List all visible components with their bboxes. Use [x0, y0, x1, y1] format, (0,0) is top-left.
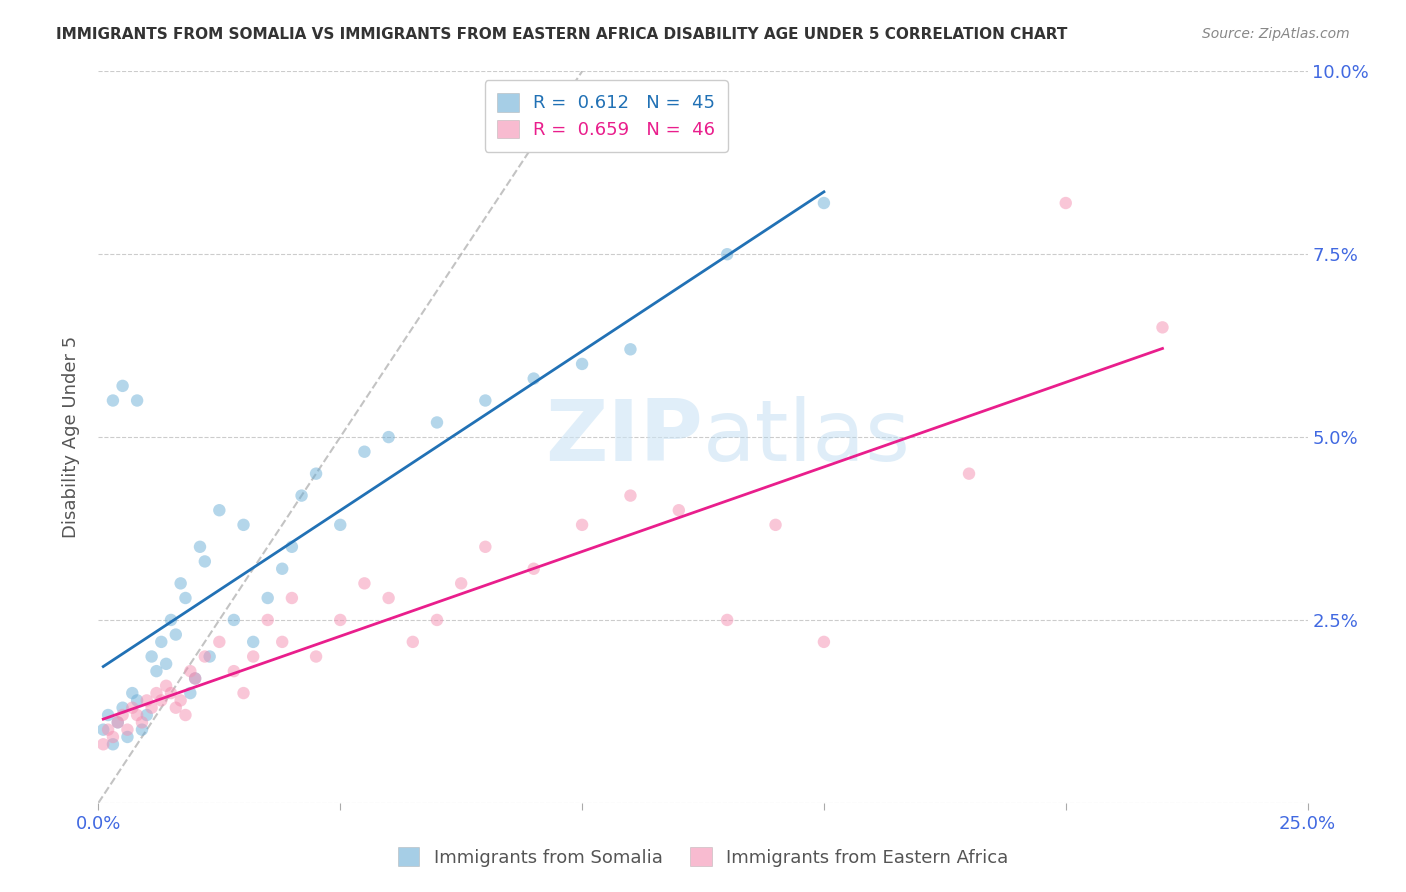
Text: IMMIGRANTS FROM SOMALIA VS IMMIGRANTS FROM EASTERN AFRICA DISABILITY AGE UNDER 5: IMMIGRANTS FROM SOMALIA VS IMMIGRANTS FR…	[56, 27, 1067, 42]
Point	[716, 613, 738, 627]
Point	[131, 715, 153, 730]
Point	[194, 649, 217, 664]
Point	[184, 672, 207, 686]
Point	[155, 657, 177, 671]
Point	[377, 430, 399, 444]
Point	[179, 686, 201, 700]
Point	[150, 635, 173, 649]
Point	[121, 686, 143, 700]
Point	[426, 416, 449, 430]
Point	[242, 635, 264, 649]
Point	[402, 635, 425, 649]
Point	[523, 562, 546, 576]
Point	[571, 357, 593, 371]
Point	[165, 627, 187, 641]
Y-axis label: Disability Age Under 5: Disability Age Under 5	[62, 336, 80, 538]
Point	[242, 649, 264, 664]
Point	[716, 247, 738, 261]
Text: ZIP: ZIP	[546, 395, 703, 479]
Point	[329, 517, 352, 532]
Point	[131, 723, 153, 737]
Point	[194, 554, 217, 568]
Point	[179, 664, 201, 678]
Point	[232, 686, 254, 700]
Point	[668, 503, 690, 517]
Point	[111, 700, 134, 714]
Point	[188, 540, 211, 554]
Legend: R =  0.612   N =  45, R =  0.659   N =  46: R = 0.612 N = 45, R = 0.659 N = 46	[485, 80, 728, 152]
Point	[127, 393, 149, 408]
Point	[101, 737, 124, 751]
Point	[957, 467, 980, 481]
Point	[813, 635, 835, 649]
Point	[222, 664, 245, 678]
Point	[117, 730, 139, 744]
Point	[1054, 196, 1077, 211]
Point	[169, 693, 191, 707]
Point	[165, 700, 187, 714]
Point	[256, 591, 278, 605]
Point	[208, 503, 231, 517]
Point	[271, 635, 294, 649]
Point	[184, 672, 207, 686]
Point	[150, 693, 173, 707]
Point	[91, 737, 114, 751]
Point	[121, 700, 143, 714]
Point	[450, 576, 472, 591]
Point	[523, 371, 546, 385]
Point	[1152, 320, 1174, 334]
Point	[107, 715, 129, 730]
Point	[91, 723, 114, 737]
Point	[117, 723, 139, 737]
Legend: Immigrants from Somalia, Immigrants from Eastern Africa: Immigrants from Somalia, Immigrants from…	[391, 840, 1015, 874]
Point	[571, 517, 593, 532]
Point	[160, 686, 183, 700]
Point	[281, 540, 304, 554]
Point	[232, 517, 254, 532]
Point	[174, 708, 197, 723]
Point	[474, 393, 496, 408]
Point	[160, 613, 183, 627]
Point	[619, 343, 641, 357]
Point	[619, 489, 641, 503]
Point	[222, 613, 245, 627]
Point	[813, 196, 835, 211]
Point	[111, 379, 134, 393]
Point	[765, 517, 787, 532]
Point	[426, 613, 449, 627]
Point	[305, 467, 328, 481]
Point	[198, 649, 221, 664]
Point	[141, 700, 163, 714]
Point	[101, 393, 124, 408]
Point	[474, 540, 496, 554]
Point	[135, 708, 157, 723]
Point	[290, 489, 312, 503]
Point	[281, 591, 304, 605]
Point	[135, 693, 157, 707]
Point	[377, 591, 399, 605]
Text: atlas: atlas	[703, 395, 911, 479]
Point	[127, 693, 149, 707]
Point	[101, 730, 124, 744]
Point	[208, 635, 231, 649]
Text: Source: ZipAtlas.com: Source: ZipAtlas.com	[1202, 27, 1350, 41]
Point	[97, 708, 120, 723]
Point	[271, 562, 294, 576]
Point	[127, 708, 149, 723]
Point	[145, 664, 167, 678]
Point	[256, 613, 278, 627]
Point	[353, 444, 375, 458]
Point	[169, 576, 191, 591]
Point	[111, 708, 134, 723]
Point	[174, 591, 197, 605]
Point	[145, 686, 167, 700]
Point	[97, 723, 120, 737]
Point	[107, 715, 129, 730]
Point	[329, 613, 352, 627]
Point	[155, 679, 177, 693]
Point	[305, 649, 328, 664]
Point	[141, 649, 163, 664]
Point	[353, 576, 375, 591]
